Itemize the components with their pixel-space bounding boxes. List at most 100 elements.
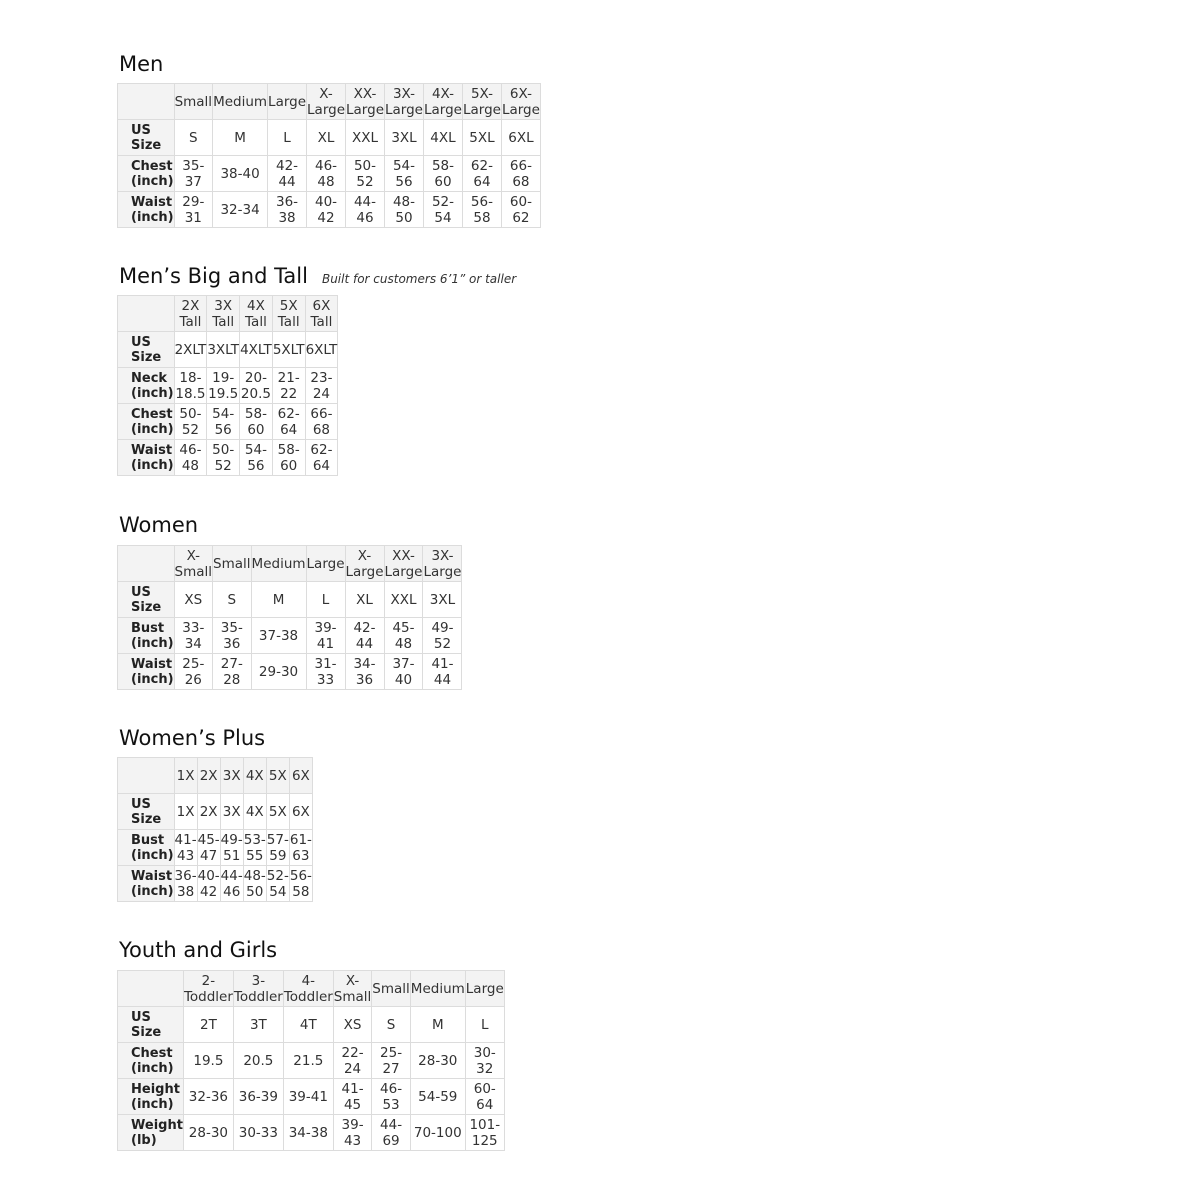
row-label: Waist (inch) xyxy=(117,439,175,476)
table-cell: M xyxy=(250,581,307,618)
table-cell: 4X xyxy=(242,793,267,830)
size-table: X-Small Small Medium Large X-Large XX-Large 3X… xyxy=(117,545,463,690)
table-cell: 42-44 xyxy=(267,155,308,192)
row-label: Neck (inch) xyxy=(117,367,175,404)
table-cell: 50-52 xyxy=(206,439,241,476)
table-cell: 32-34 xyxy=(212,191,269,228)
table-row: Neck (inch) 18-18.5 19-19.5 20-20.5 21-22 23-… xyxy=(117,367,339,404)
table-row: Bust (inch) 41-43 45-47 49-51 53-55 57-59 61-6… xyxy=(117,829,313,866)
table-cell: 45-47 xyxy=(196,829,221,866)
table-row: US Size 2T 3T 4T XS S M L xyxy=(117,1006,505,1043)
row-label: Chest (inch) xyxy=(117,403,175,440)
corner-cell xyxy=(117,757,175,794)
corner-cell xyxy=(117,970,184,1007)
table-cell: 54-56 xyxy=(239,439,273,476)
table-cell: 41-45 xyxy=(332,1078,373,1115)
table-cell: L xyxy=(464,1006,505,1043)
table-cell: 56-58 xyxy=(288,865,313,902)
table-cell: L xyxy=(267,119,308,156)
row-label: US Size xyxy=(117,581,175,618)
header-row: 2-Toddler 3-Toddler 4-Toddler X-Small Small M… xyxy=(117,970,505,1007)
table-cell: 36-38 xyxy=(173,865,198,902)
column-header: 2-Toddler xyxy=(182,970,234,1007)
table-cell: 33-34 xyxy=(173,617,214,654)
table-cell: 29-30 xyxy=(250,653,307,690)
table-cell: 23-24 xyxy=(304,367,339,404)
table-cell: 18-18.5 xyxy=(173,367,208,404)
row-label: US Size xyxy=(117,331,175,368)
table-cell: 2XLT xyxy=(173,331,208,368)
column-header: 3X-Large xyxy=(384,83,424,120)
table-cell: 49-51 xyxy=(219,829,244,866)
table-cell: S xyxy=(173,119,214,156)
table-cell: 54-56 xyxy=(384,155,424,192)
table-cell: 57-59 xyxy=(265,829,290,866)
table-cell: 70-100 xyxy=(409,1114,466,1151)
table-row: US Size S M L XL XXL 3XL 4XL 5XL 6XL xyxy=(117,119,541,156)
table-row: US Size 1X 2X 3X 4X 5X 6X xyxy=(117,793,313,830)
column-header: 3X Tall xyxy=(206,295,241,332)
table-cell: 44-46 xyxy=(345,191,385,228)
table-cell: 1X xyxy=(173,793,198,830)
table-cell: 60-62 xyxy=(500,191,541,228)
table-cell: 48-50 xyxy=(384,191,424,228)
corner-cell xyxy=(117,83,175,120)
table-cell: 6XLT xyxy=(304,331,339,368)
size-table: Small Medium Large X-Large XX-Large 3X-Large 4… xyxy=(117,83,541,228)
table-cell: 58-60 xyxy=(422,155,463,192)
table-cell: 5X xyxy=(265,793,290,830)
table-cell: XL xyxy=(344,581,385,618)
table-cell: 35-36 xyxy=(212,617,252,654)
column-header: X-Large xyxy=(344,545,385,582)
column-header: X-Small xyxy=(332,970,373,1007)
table-cell: 30-33 xyxy=(232,1114,284,1151)
section-note: Built for customers 6’1” or taller xyxy=(321,272,517,286)
table-cell: 6X xyxy=(288,793,313,830)
column-header: 6X-Large xyxy=(500,83,541,120)
section-title-text: Youth and Girls xyxy=(119,938,278,962)
column-header: 4-Toddler xyxy=(282,970,334,1007)
column-header: Small xyxy=(173,83,214,120)
table-cell: 30-32 xyxy=(464,1042,505,1079)
section-title-text: Women’s Plus xyxy=(119,726,266,750)
column-header: 4X Tall xyxy=(239,295,273,332)
table-cell: 19.5 xyxy=(182,1042,234,1079)
row-label: Bust (inch) xyxy=(117,617,175,654)
column-header: Large xyxy=(305,545,346,582)
table-cell: 50-52 xyxy=(173,403,208,440)
column-header: Medium xyxy=(409,970,466,1007)
table-row: Waist (inch) 25-26 27-28 29-30 31-33 34-36 37-… xyxy=(117,653,463,690)
row-label: US Size xyxy=(117,119,175,156)
table-cell: 5XL xyxy=(461,119,502,156)
section-title: Youth and Girls xyxy=(119,938,277,962)
table-cell: XS xyxy=(173,581,214,618)
column-header: Medium xyxy=(212,83,269,120)
table-cell: XXL xyxy=(383,581,424,618)
column-header: XX-Large xyxy=(383,545,424,582)
table-row: Waist (inch) 46-48 50-52 54-56 58-60 62-64 xyxy=(117,439,339,476)
table-row: Waist (inch) 29-31 32-34 36-38 40-42 44-46 48-… xyxy=(117,191,541,228)
table-cell: 58-60 xyxy=(271,439,306,476)
column-header: 5X Tall xyxy=(271,295,306,332)
table-cell: 39-43 xyxy=(332,1114,373,1151)
table-row: Weight (lb) 28-30 30-33 34-38 39-43 44-69 70-1… xyxy=(117,1114,505,1151)
table-cell: 36-38 xyxy=(267,191,308,228)
size-table: 2X Tall 3X Tall 4X Tall 5X Tall 6X Tall US Si… xyxy=(117,295,339,476)
table-cell: 3T xyxy=(232,1006,284,1043)
column-header: 5X xyxy=(265,757,290,794)
table-cell: 48-50 xyxy=(242,865,267,902)
table-cell: 31-33 xyxy=(305,653,346,690)
section-title: Women xyxy=(119,513,198,537)
table-cell: 46-48 xyxy=(306,155,347,192)
table-cell: 56-58 xyxy=(461,191,502,228)
table-cell: 37-40 xyxy=(383,653,424,690)
table-cell: 25-27 xyxy=(371,1042,411,1079)
table-cell: 44-69 xyxy=(371,1114,411,1151)
column-header: 5X-Large xyxy=(461,83,502,120)
table-cell: 34-38 xyxy=(282,1114,334,1151)
column-header: 3X-Large xyxy=(422,545,463,582)
table-cell: XXL xyxy=(345,119,385,156)
header-row: X-Small Small Medium Large X-Large XX-Large 3X… xyxy=(117,545,463,582)
table-cell: 66-68 xyxy=(500,155,541,192)
table-cell: S xyxy=(212,581,252,618)
